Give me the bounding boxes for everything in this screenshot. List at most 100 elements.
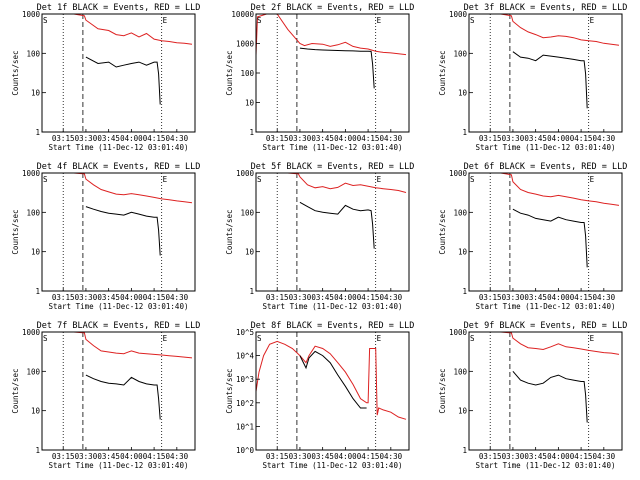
x-tick-label: 03:30 [502,452,525,461]
y-tick-label: 10 [458,248,468,257]
end-marker: E [590,334,595,343]
y-axis-label: Counts/sec [225,50,234,95]
y-axis-label: Counts/sec [225,368,234,413]
y-tick-label: 1000 [449,10,468,19]
y-axis-label: Counts/sec [438,209,447,254]
x-tick-label: 03:30 [75,293,98,302]
x-tick-label: 04:15 [570,293,593,302]
panel-title: Det 7f BLACK = Events, RED = LLD [37,321,201,331]
y-tick-label: 100 [26,49,40,58]
panel-frame [468,331,623,451]
x-axis-label: Start Time (11-Dec-12 03:01:40) [476,302,616,311]
y-tick-label: 1000 [449,169,468,178]
x-tick-label: 03:30 [502,134,525,143]
x-axis-label: Start Time (11-Dec-12 03:01:40) [476,461,616,470]
end-marker: E [163,334,168,343]
x-tick-label: 03:30 [502,293,525,302]
y-tick-label: 10 [458,89,468,98]
x-tick-label: 03:45 [311,134,334,143]
x-tick-label: 04:00 [547,293,570,302]
x-tick-label: 04:15 [357,293,380,302]
panel-title: Det 9f BLACK = Events, RED = LLD [464,321,628,331]
y-tick-label: 100 [453,367,467,376]
x-tick-label: 04:00 [334,134,357,143]
x-tick-label: 04:30 [166,293,189,302]
y-tick-label: 1 [35,287,40,296]
series-line-events [85,56,161,105]
y-tick-label: 10 [31,89,41,98]
x-tick-label: 03:45 [97,293,120,302]
panel-title: Det 6f BLACK = Events, RED = LLD [464,162,628,172]
y-tick-label: 1000 [22,169,41,178]
panel-frame [255,172,410,292]
y-tick-label: 10^3 [236,375,254,384]
end-marker: E [590,175,595,184]
panel-frame [255,331,410,451]
x-tick-label: 03:30 [289,134,312,143]
x-axis-label: Start Time (11-Dec-12 03:01:40) [263,461,403,470]
y-tick-label: 1 [249,128,254,137]
x-tick-label: 04:30 [593,293,616,302]
y-axis-label: Counts/sec [438,368,447,413]
y-tick-label: 1 [35,446,40,455]
x-tick-label: 04:00 [547,452,570,461]
panel-frame [468,13,623,133]
end-marker: E [377,16,382,25]
x-tick-label: 04:00 [120,293,143,302]
x-tick-label: 04:15 [570,134,593,143]
y-tick-label: 10 [458,407,468,416]
x-tick-label: 04:15 [143,134,166,143]
start-marker: S [43,175,48,184]
x-tick-label: 03:45 [311,452,334,461]
y-tick-label: 1000 [22,10,41,19]
x-tick-label: 03:30 [289,293,312,302]
start-marker: S [257,334,262,343]
x-tick-label: 03:15 [52,134,75,143]
y-tick-label: 1000 [236,169,255,178]
x-tick-label: 04:30 [380,452,403,461]
x-tick-label: 03:30 [289,452,312,461]
x-tick-label: 04:00 [120,452,143,461]
panel-title: Det 5f BLACK = Events, RED = LLD [251,162,415,172]
y-tick-label: 100 [26,367,40,376]
y-tick-label: 100 [453,49,467,58]
panel-title: Det 1f BLACK = Events, RED = LLD [37,3,201,13]
y-axis-label: Counts/sec [11,50,20,95]
x-tick-label: 03:45 [524,452,547,461]
series-line-events [85,206,161,256]
panel-frame [468,172,623,292]
x-tick-label: 04:15 [570,452,593,461]
x-tick-label: 04:15 [143,293,166,302]
x-tick-label: 03:15 [52,293,75,302]
y-tick-label: 1 [35,128,40,137]
x-tick-label: 03:15 [479,134,502,143]
x-tick-label: 04:30 [166,134,189,143]
x-axis-label: Start Time (11-Dec-12 03:01:40) [49,302,189,311]
x-tick-label: 03:15 [266,452,289,461]
y-tick-label: 100 [240,69,254,78]
x-tick-label: 03:15 [479,452,502,461]
end-marker: E [377,175,382,184]
y-tick-label: 1 [462,287,467,296]
series-line-events [299,350,367,409]
x-axis-label: Start Time (11-Dec-12 03:01:40) [476,143,616,152]
y-tick-label: 10^0 [236,446,255,455]
x-tick-label: 03:45 [97,134,120,143]
x-tick-label: 03:45 [524,293,547,302]
series-line-lld [255,13,407,56]
y-tick-label: 1 [462,128,467,137]
y-tick-label: 1000 [22,328,41,337]
end-marker: E [163,16,168,25]
y-tick-label: 1000 [236,40,255,49]
x-tick-label: 04:30 [593,452,616,461]
series-line-events [299,47,375,89]
y-tick-label: 10 [245,248,255,257]
y-axis-label: Counts/sec [225,209,234,254]
x-tick-label: 04:15 [143,452,166,461]
end-marker: E [590,16,595,25]
x-tick-label: 04:00 [120,134,143,143]
series-line-events [512,51,588,109]
